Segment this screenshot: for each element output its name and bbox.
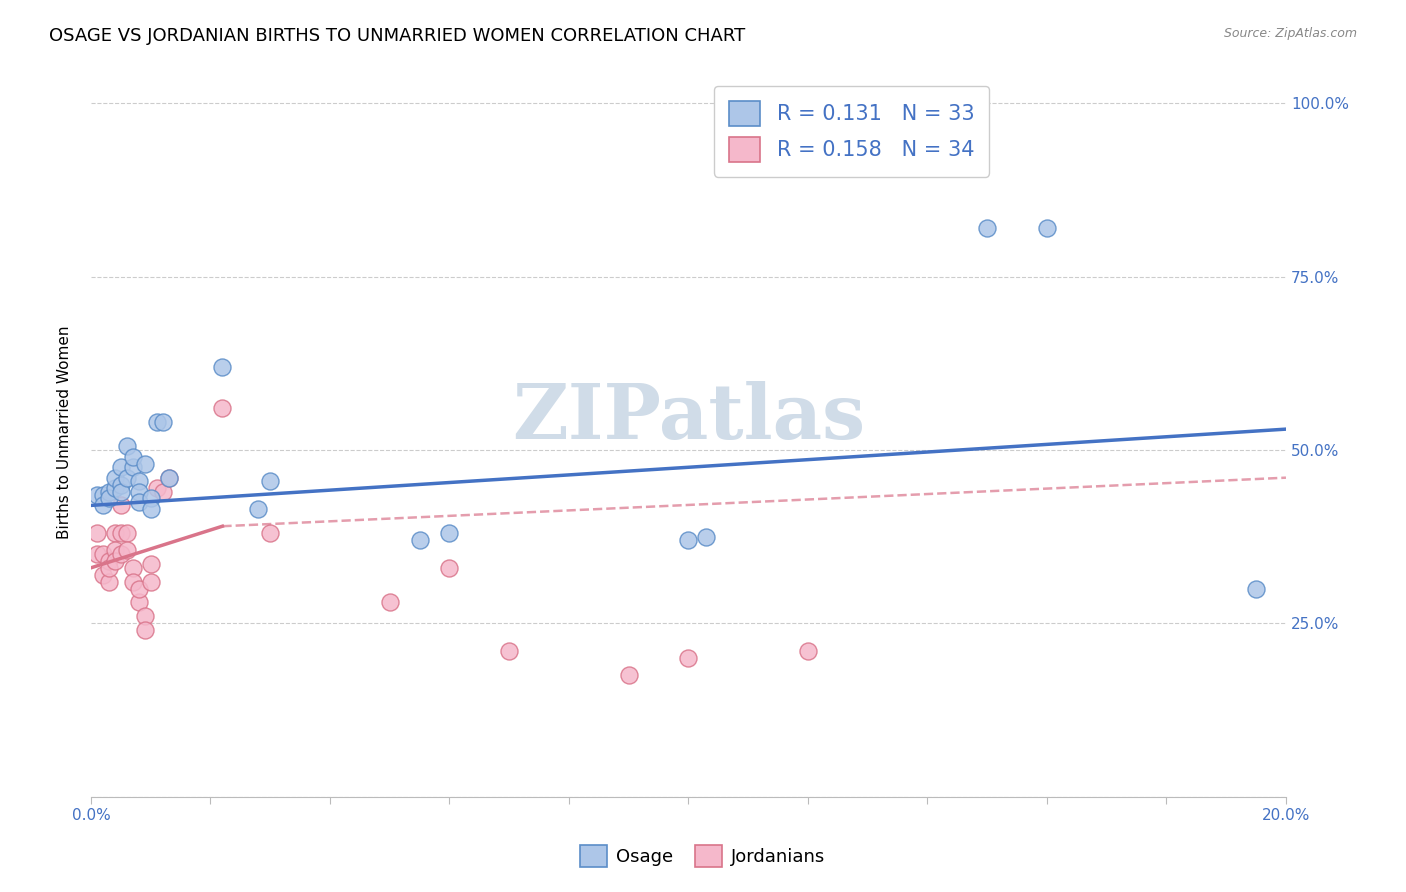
Point bbox=[121, 450, 143, 464]
Point bbox=[128, 474, 150, 488]
Point bbox=[439, 561, 461, 575]
Point bbox=[97, 561, 120, 575]
Point bbox=[121, 561, 143, 575]
Point bbox=[104, 526, 127, 541]
Point bbox=[91, 547, 114, 561]
Point bbox=[976, 221, 998, 235]
Point bbox=[97, 574, 120, 589]
Point bbox=[91, 488, 114, 502]
Point bbox=[110, 499, 132, 513]
Point bbox=[139, 574, 162, 589]
Point bbox=[121, 574, 143, 589]
Point bbox=[259, 474, 281, 488]
Point bbox=[134, 457, 156, 471]
Point bbox=[97, 554, 120, 568]
Point bbox=[157, 471, 180, 485]
Point bbox=[498, 644, 520, 658]
Text: OSAGE VS JORDANIAN BIRTHS TO UNMARRIED WOMEN CORRELATION CHART: OSAGE VS JORDANIAN BIRTHS TO UNMARRIED W… bbox=[49, 27, 745, 45]
Point bbox=[797, 644, 820, 658]
Point bbox=[91, 567, 114, 582]
Point bbox=[121, 460, 143, 475]
Point bbox=[247, 501, 270, 516]
Point bbox=[678, 533, 700, 547]
Point bbox=[139, 491, 162, 506]
Point bbox=[145, 481, 167, 495]
Point bbox=[678, 651, 700, 665]
Point bbox=[104, 543, 127, 558]
Point bbox=[695, 530, 717, 544]
Legend: R = 0.131   N = 33, R = 0.158   N = 34: R = 0.131 N = 33, R = 0.158 N = 34 bbox=[714, 87, 988, 177]
Point bbox=[115, 526, 138, 541]
Point bbox=[152, 484, 174, 499]
Y-axis label: Births to Unmarried Women: Births to Unmarried Women bbox=[58, 326, 72, 540]
Point bbox=[408, 533, 430, 547]
Point bbox=[439, 526, 461, 541]
Point bbox=[115, 543, 138, 558]
Point bbox=[97, 484, 120, 499]
Point bbox=[91, 499, 114, 513]
Point bbox=[86, 547, 108, 561]
Point bbox=[128, 484, 150, 499]
Point bbox=[259, 526, 281, 541]
Point bbox=[110, 526, 132, 541]
Point bbox=[97, 491, 120, 506]
Point bbox=[1244, 582, 1267, 596]
Point bbox=[134, 609, 156, 624]
Point bbox=[115, 471, 138, 485]
Point bbox=[128, 595, 150, 609]
Point bbox=[86, 526, 108, 541]
Point bbox=[104, 471, 127, 485]
Point bbox=[104, 481, 127, 495]
Point bbox=[617, 668, 640, 682]
Point bbox=[134, 624, 156, 638]
Point bbox=[139, 501, 162, 516]
Point bbox=[110, 460, 132, 475]
Point bbox=[1036, 221, 1059, 235]
Point bbox=[157, 471, 180, 485]
Legend: Osage, Jordanians: Osage, Jordanians bbox=[574, 838, 832, 874]
Point bbox=[128, 495, 150, 509]
Text: Source: ZipAtlas.com: Source: ZipAtlas.com bbox=[1223, 27, 1357, 40]
Point bbox=[86, 488, 108, 502]
Text: ZIPatlas: ZIPatlas bbox=[512, 381, 865, 455]
Point bbox=[152, 415, 174, 429]
Point bbox=[104, 554, 127, 568]
Point bbox=[211, 359, 233, 374]
Point bbox=[110, 547, 132, 561]
Point bbox=[110, 477, 132, 491]
Point bbox=[115, 440, 138, 454]
Point bbox=[110, 484, 132, 499]
Point bbox=[145, 415, 167, 429]
Point bbox=[211, 401, 233, 416]
Point bbox=[378, 595, 401, 609]
Point bbox=[128, 582, 150, 596]
Point bbox=[139, 558, 162, 572]
